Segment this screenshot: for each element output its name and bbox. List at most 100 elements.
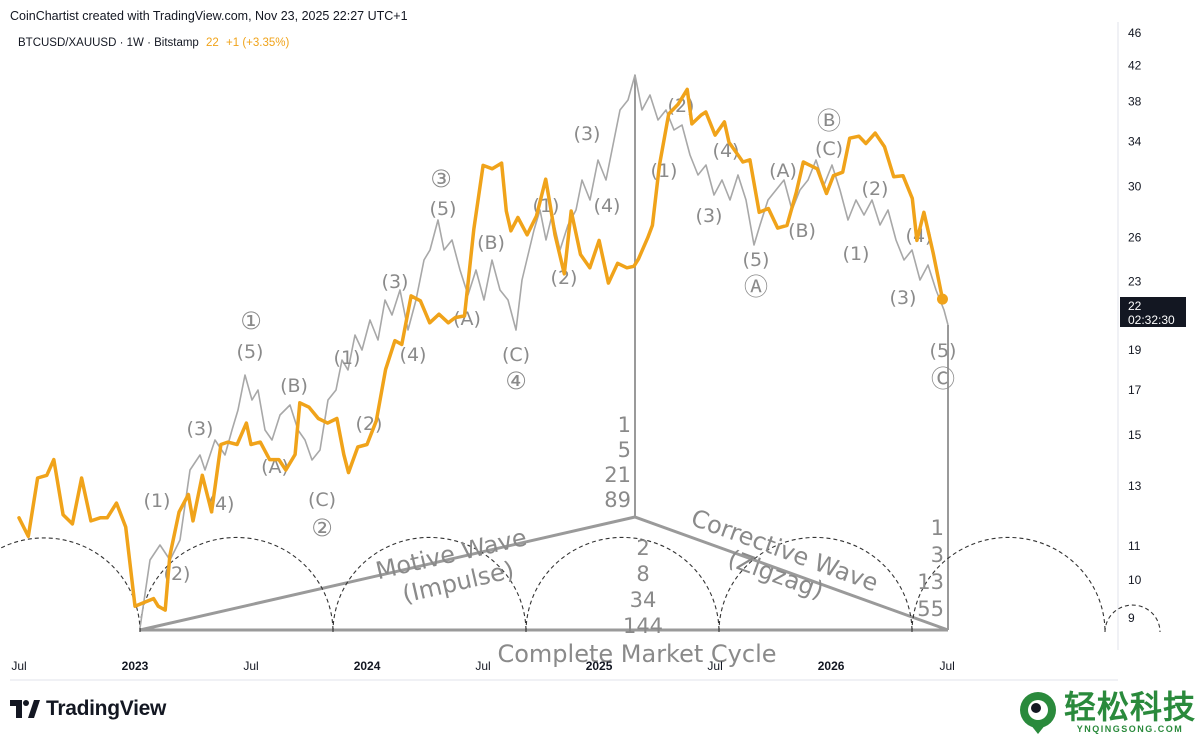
fib-number: 2: [636, 536, 649, 560]
wave-label: (3): [890, 287, 917, 309]
chart-attribution: CoinChartist created with TradingView.co…: [10, 9, 408, 23]
price-series-line: [17, 87, 945, 612]
x-tick-label: 2024: [354, 659, 381, 673]
last-price-badge: 22 02:32:30: [1120, 297, 1186, 327]
site-watermark: 轻松科技 YNQINGSONG.COM: [1016, 690, 1196, 734]
fib-number: 5: [618, 438, 631, 462]
wave-label: ②: [311, 514, 333, 542]
wave-label: (A): [453, 308, 481, 330]
cycle-arc: [911, 536, 1106, 633]
y-tick-label: 10: [1128, 573, 1142, 587]
x-tick-label: Jul: [243, 659, 258, 673]
y-tick-label: 19: [1128, 343, 1142, 357]
wave-label: (5): [237, 341, 264, 363]
y-tick-label: 46: [1128, 26, 1142, 40]
wave-label: (B): [788, 220, 816, 242]
wave-label: (C): [815, 138, 843, 160]
watermark-logo-icon: [1020, 692, 1056, 734]
wave-label: (5): [743, 249, 770, 271]
elliott-wave-overlay: (1) (2) (3) (4) (5) ① (A) (B) (C) ② (1) (2) (3) (4) (5…: [0, 74, 1161, 668]
wave-label: ①: [240, 307, 262, 335]
tradingview-wordmark: TradingView: [46, 697, 167, 720]
wave-label: (2): [862, 178, 889, 200]
symbol-name: BTCUSD/XAUUSD · 1W · Bitstamp: [18, 37, 199, 49]
x-tick-label: 2023: [122, 659, 149, 673]
cycle-arc: [332, 536, 527, 633]
wave-label: ④: [505, 367, 527, 395]
wave-label: (3): [574, 123, 601, 145]
wave-label: (C): [308, 489, 336, 511]
watermark-en: YNQINGSONG.COM: [1076, 724, 1184, 734]
y-tick-label: 15: [1128, 428, 1142, 442]
badge-countdown: 02:32:30: [1128, 313, 1175, 327]
wave-label: (1): [334, 347, 361, 369]
fib-number: 13: [917, 570, 944, 594]
cycle-arc: [525, 536, 720, 633]
wave-label: (3): [696, 205, 723, 227]
cycle-arc: [0, 537, 141, 633]
symbol-legend[interactable]: BTCUSD/XAUUSD · 1W · Bitstamp 22 +1 (+3.…: [18, 37, 289, 49]
y-tick-label: 9: [1128, 611, 1135, 625]
x-tick-label: Jul: [939, 659, 954, 673]
y-tick-label: 30: [1128, 179, 1142, 193]
y-tick-label: 34: [1128, 134, 1142, 148]
cycle-arc: [139, 536, 334, 633]
price-change: +1 (+3.35%): [226, 37, 290, 49]
tradingview-logo-icon: [10, 700, 40, 718]
fib-number: 55: [917, 597, 944, 621]
wave-label: ③: [430, 165, 452, 193]
wave-label: (3): [187, 418, 214, 440]
fib-number: 34: [630, 588, 657, 612]
y-tick-label: 13: [1128, 479, 1142, 493]
x-tick-label: 2025: [586, 659, 613, 673]
fractal-overlay-line: [139, 74, 949, 629]
cycle-arc: [1104, 604, 1161, 633]
wave-label: (1): [144, 490, 171, 512]
y-tick-label: 42: [1128, 59, 1142, 73]
last-value: 22: [206, 37, 219, 49]
fib-number: 3: [931, 543, 944, 567]
fib-number: 1: [618, 413, 631, 437]
plot-area: [10, 22, 1119, 681]
x-tick-label: 2026: [818, 659, 845, 673]
wave-label: Ⓒ: [931, 365, 955, 393]
y-tick-label: 23: [1128, 275, 1142, 289]
wave-label: (C): [502, 344, 530, 366]
wave-label: (B): [477, 232, 505, 254]
y-tick-label: 26: [1128, 231, 1142, 245]
wave-label: (B): [280, 375, 308, 397]
x-axis[interactable]: Jul 2023 Jul 2024 Jul 2025 Jul 2026 Jul: [11, 659, 954, 673]
wave-label: (5): [430, 198, 457, 220]
fib-number: 89: [604, 488, 631, 512]
y-tick-label: 38: [1128, 95, 1142, 109]
market-cycle-label: Complete Market Cycle: [497, 640, 776, 668]
wave-label: (1): [651, 160, 678, 182]
wave-label: (3): [382, 271, 409, 293]
x-tick-label: Jul: [707, 659, 722, 673]
fib-number: 21: [604, 463, 631, 487]
y-axis[interactable]: 46 42 38 34 30 26 23 19 17 15 13 11 10 9: [1128, 26, 1142, 625]
wave-label: (1): [843, 243, 870, 265]
series-layer: [17, 87, 948, 612]
fib-number: 144: [623, 614, 663, 638]
badge-value: 22: [1128, 299, 1142, 313]
y-tick-label: 11: [1128, 539, 1141, 553]
x-tick-label: Jul: [475, 659, 490, 673]
corrective-baseline: [634, 515, 949, 632]
cycle-arc: [718, 536, 913, 633]
wave-label: (5): [930, 340, 957, 362]
fib-number: 1: [931, 516, 944, 540]
wave-label: (4): [594, 195, 621, 217]
wave-label: (2): [551, 267, 578, 289]
wave-label: Ⓐ: [744, 273, 768, 301]
wave-label: (A): [769, 160, 797, 182]
y-tick-label: 17: [1128, 383, 1142, 397]
motive-baseline: [139, 515, 636, 632]
tradingview-logo[interactable]: TradingView: [10, 697, 166, 721]
fib-number: 8: [636, 562, 649, 586]
last-price-marker: [936, 293, 948, 305]
watermark-cn: 轻松科技: [1064, 689, 1197, 725]
wave-label: Ⓑ: [817, 107, 841, 135]
wave-label: (4): [400, 344, 427, 366]
